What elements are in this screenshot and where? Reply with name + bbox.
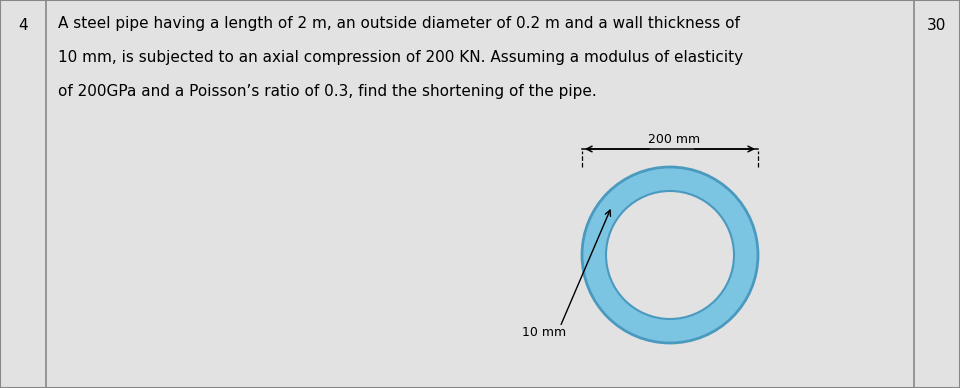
Text: of 200GPa and a Poisson’s ratio of 0.3, find the shortening of the pipe.: of 200GPa and a Poisson’s ratio of 0.3, … — [58, 84, 597, 99]
Text: 30: 30 — [927, 18, 947, 33]
Circle shape — [606, 191, 734, 319]
Text: 10 mm: 10 mm — [522, 326, 566, 340]
Text: 10 mm, is subjected to an axial compression of 200 KN. Assuming a modulus of ela: 10 mm, is subjected to an axial compress… — [58, 50, 743, 65]
Circle shape — [582, 167, 758, 343]
Text: A steel pipe having a length of 2 m, an outside diameter of 0.2 m and a wall thi: A steel pipe having a length of 2 m, an … — [58, 16, 740, 31]
Text: 4: 4 — [18, 18, 28, 33]
Text: 200 mm: 200 mm — [648, 133, 700, 146]
